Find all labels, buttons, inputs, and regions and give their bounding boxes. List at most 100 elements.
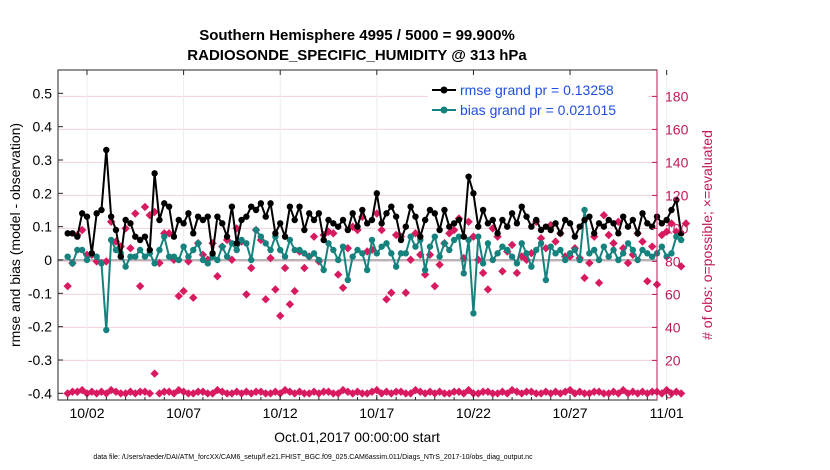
- obs-evaluated-marker: [247, 263, 256, 273]
- bias-point: [349, 253, 356, 260]
- rmse-point: [528, 223, 535, 230]
- rmse-point: [359, 206, 366, 214]
- bias-point: [243, 240, 250, 247]
- bias-point: [619, 250, 627, 257]
- rmse-point: [103, 146, 110, 154]
- obs-evaluated-marker: [522, 255, 531, 264]
- bias-point: [127, 253, 134, 260]
- bias-point: [605, 253, 612, 260]
- obs-possible-marker: [609, 387, 618, 396]
- bias-point: [542, 276, 550, 284]
- obs-possible-marker: [300, 389, 309, 398]
- obs-evaluated-marker: [184, 257, 193, 266]
- obs-evaluated-marker: [643, 277, 652, 286]
- bias-point: [175, 256, 182, 264]
- rmse-point: [219, 220, 226, 227]
- rmse-point: [566, 220, 574, 227]
- rmse-point: [368, 216, 376, 224]
- rmse-point: [402, 223, 410, 230]
- rmse-point: [315, 210, 323, 217]
- bias-point: [648, 253, 656, 260]
- bias-point: [494, 250, 501, 257]
- rmse-point: [165, 203, 173, 210]
- bias-point: [499, 243, 506, 250]
- rmse-point: [446, 223, 453, 230]
- obs-possible-marker: [358, 389, 367, 398]
- rmse-point: [581, 216, 588, 224]
- rmse-point: [629, 216, 637, 224]
- obs-possible-marker: [449, 387, 459, 396]
- left-tick-label: 0.1: [33, 219, 53, 235]
- bias-point: [547, 243, 554, 250]
- obs-possible-marker: [261, 389, 270, 398]
- rmse-point: [325, 216, 332, 224]
- bias-point: [412, 243, 419, 250]
- bias-point: [267, 246, 274, 254]
- bias-point: [634, 256, 641, 264]
- bias-point: [392, 263, 400, 270]
- bias-point: [122, 263, 129, 270]
- bias-point: [533, 246, 540, 254]
- obs-possible-marker: [541, 387, 551, 396]
- bias-point: [455, 233, 463, 240]
- rmse-point: [296, 203, 303, 210]
- obs-possible-marker: [145, 389, 154, 398]
- obs-possible-marker: [507, 385, 517, 395]
- rmse-point: [252, 206, 260, 214]
- obs-possible-marker: [222, 389, 232, 398]
- bias-point: [639, 246, 646, 254]
- obs-evaluated-marker: [189, 293, 198, 302]
- rmse-point: [504, 223, 511, 230]
- obs-possible-marker: [73, 387, 82, 396]
- rmse-point: [185, 210, 192, 217]
- bias-point: [74, 246, 81, 254]
- bias-point: [475, 233, 482, 240]
- rmse-point: [301, 226, 308, 234]
- rmse-point: [412, 213, 419, 220]
- obs-possible-marker: [580, 389, 589, 398]
- bias-point: [156, 246, 163, 254]
- bias-point: [460, 270, 467, 277]
- rmse-point: [238, 216, 245, 224]
- obs-evaluated-marker: [280, 263, 290, 273]
- bias-point: [479, 260, 487, 267]
- bias-point: [161, 233, 168, 240]
- obs-possible-marker: [68, 387, 77, 396]
- x-tick-label: 11/01: [650, 405, 684, 421]
- bias-point: [426, 243, 434, 250]
- bias-point: [339, 243, 347, 250]
- rmse-point: [557, 230, 564, 237]
- bias-point: [359, 250, 366, 257]
- rmse-point: [421, 216, 429, 224]
- rmse-point: [426, 206, 434, 214]
- bias-point: [600, 243, 608, 250]
- chart-title-line2: RADIOSONDE_SPECIFIC_HUMIDITY @ 313 hPa: [187, 47, 527, 64]
- legend-rmse-label: rmse grand pr = 0.13258: [460, 82, 614, 98]
- right-tick-label: 140: [665, 154, 689, 170]
- obs-evaluated-marker: [377, 225, 386, 235]
- bias-point: [170, 253, 178, 260]
- rmse-point: [156, 216, 163, 224]
- bias-point: [199, 256, 207, 264]
- bias-point: [446, 246, 453, 254]
- obs-possible-marker: [160, 387, 169, 396]
- obs-evaluated-marker: [507, 240, 517, 250]
- rmse-point: [591, 230, 598, 237]
- rmse-point: [305, 210, 313, 217]
- bias-point: [484, 240, 492, 247]
- rmse-point: [537, 226, 545, 234]
- obs-evaluated-marker: [498, 267, 507, 276]
- bias-point: [281, 253, 289, 260]
- obs-evaluated-marker: [676, 262, 686, 271]
- rmse-point: [257, 200, 265, 207]
- rmse-point: [373, 190, 381, 197]
- bias-point: [436, 253, 443, 260]
- bias-point: [470, 310, 477, 317]
- bias-point: [624, 240, 632, 247]
- bias-point: [325, 240, 332, 247]
- rmse-point: [392, 213, 400, 220]
- right-tick-label: 0: [665, 385, 673, 401]
- rmse-point: [228, 203, 236, 210]
- rmse-point: [542, 223, 550, 230]
- bias-point: [330, 246, 337, 254]
